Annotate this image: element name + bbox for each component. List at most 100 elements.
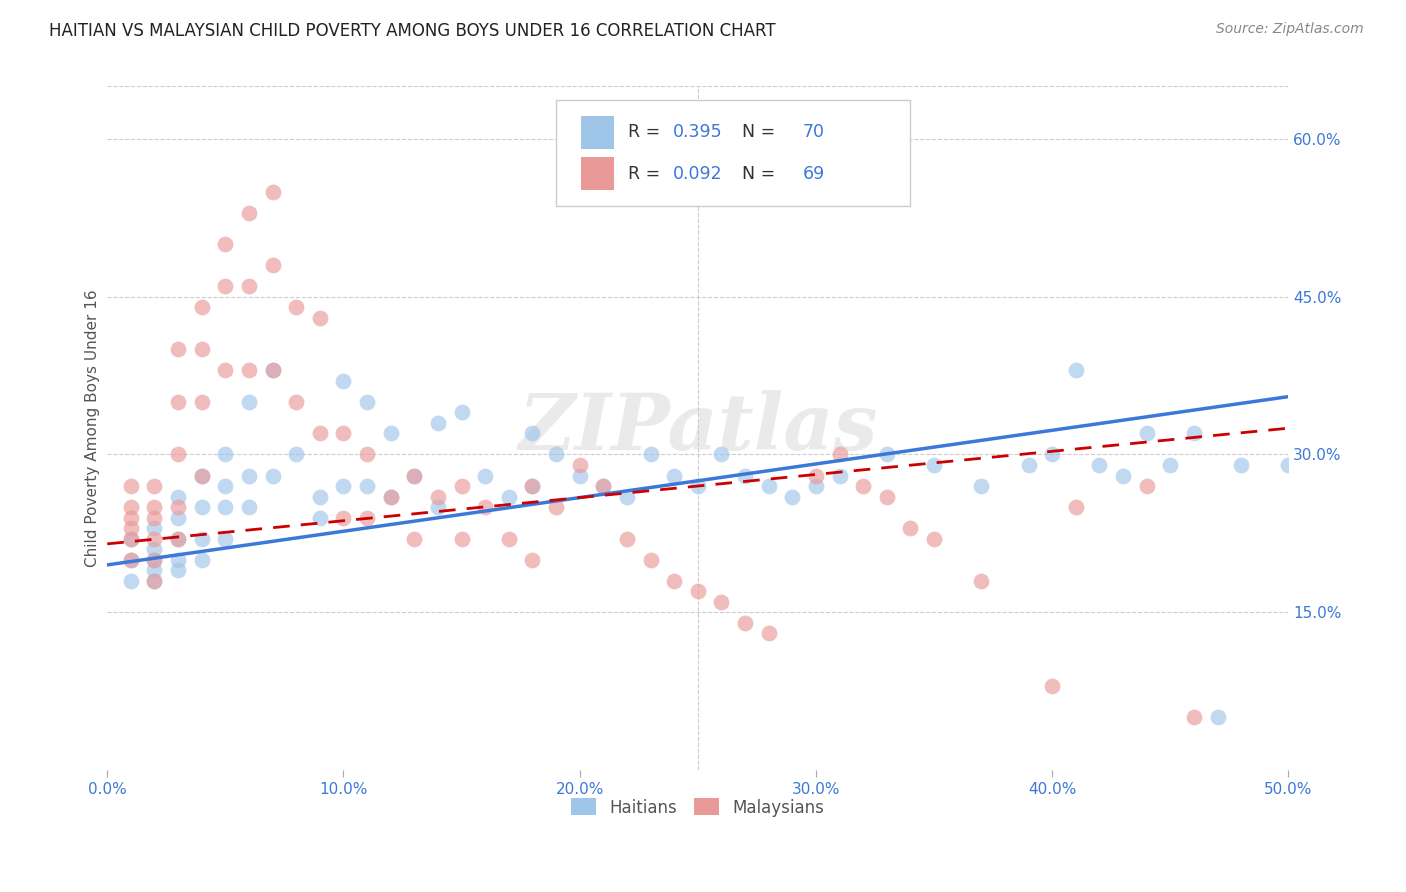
Point <box>190 395 212 409</box>
Point <box>380 426 402 441</box>
Text: 70: 70 <box>803 123 825 141</box>
Point <box>852 479 875 493</box>
Point <box>522 552 544 566</box>
Point <box>427 416 450 430</box>
Point <box>238 363 260 377</box>
Point <box>120 479 142 493</box>
Point <box>450 532 472 546</box>
Point <box>900 521 922 535</box>
Point <box>1182 710 1205 724</box>
Bar <box>581 116 614 149</box>
Point <box>734 468 756 483</box>
Point <box>1040 679 1063 693</box>
Point <box>970 574 993 588</box>
Point <box>758 479 780 493</box>
Point <box>332 510 354 524</box>
Point <box>190 552 212 566</box>
Point <box>143 500 166 514</box>
Point <box>356 479 378 493</box>
Point <box>804 479 827 493</box>
Point <box>214 447 236 461</box>
Point <box>686 584 709 599</box>
Point <box>262 185 284 199</box>
Point <box>474 500 496 514</box>
Point <box>640 447 662 461</box>
Point <box>498 490 520 504</box>
Point <box>356 510 378 524</box>
Point <box>190 468 212 483</box>
Point <box>922 458 945 472</box>
Point <box>238 468 260 483</box>
Point <box>1159 458 1181 472</box>
Point <box>710 447 733 461</box>
Point <box>380 490 402 504</box>
Point <box>782 490 804 504</box>
Point <box>592 479 614 493</box>
Point <box>427 500 450 514</box>
Point <box>120 532 142 546</box>
Point <box>474 468 496 483</box>
Point <box>190 532 212 546</box>
Point <box>568 468 591 483</box>
Point <box>167 395 190 409</box>
Point <box>640 552 662 566</box>
Point <box>143 542 166 557</box>
Point <box>1230 458 1253 472</box>
Point <box>238 395 260 409</box>
Point <box>120 521 142 535</box>
Point <box>262 258 284 272</box>
Point <box>758 626 780 640</box>
Point <box>190 343 212 357</box>
Point <box>262 363 284 377</box>
Point <box>664 468 686 483</box>
Point <box>120 552 142 566</box>
Point <box>190 468 212 483</box>
Text: R =: R = <box>628 123 666 141</box>
Point <box>546 500 568 514</box>
Point <box>238 500 260 514</box>
Point <box>1088 458 1111 472</box>
Point <box>710 595 733 609</box>
Point <box>922 532 945 546</box>
Point <box>522 479 544 493</box>
Point <box>167 563 190 577</box>
Point <box>167 532 190 546</box>
Point <box>167 343 190 357</box>
Point <box>214 479 236 493</box>
Point <box>427 490 450 504</box>
Point <box>1112 468 1135 483</box>
Point <box>285 300 308 314</box>
Y-axis label: Child Poverty Among Boys Under 16: Child Poverty Among Boys Under 16 <box>86 289 100 567</box>
Point <box>356 395 378 409</box>
Point <box>238 205 260 219</box>
Point <box>970 479 993 493</box>
Point <box>167 510 190 524</box>
Point <box>214 532 236 546</box>
Text: 0.395: 0.395 <box>673 123 723 141</box>
Text: 0.092: 0.092 <box>673 165 723 183</box>
Point <box>450 405 472 419</box>
Bar <box>581 158 614 190</box>
Point <box>404 468 426 483</box>
Point <box>143 532 166 546</box>
Point <box>120 532 142 546</box>
Point <box>285 447 308 461</box>
Point <box>356 447 378 461</box>
Point <box>167 532 190 546</box>
Point <box>143 521 166 535</box>
Point <box>450 479 472 493</box>
Point <box>1064 363 1087 377</box>
Point <box>214 279 236 293</box>
Point <box>876 447 898 461</box>
Point <box>568 458 591 472</box>
Point <box>308 426 330 441</box>
Point <box>616 490 638 504</box>
Text: HAITIAN VS MALAYSIAN CHILD POVERTY AMONG BOYS UNDER 16 CORRELATION CHART: HAITIAN VS MALAYSIAN CHILD POVERTY AMONG… <box>49 22 776 40</box>
Point <box>404 468 426 483</box>
Point <box>404 532 426 546</box>
Point <box>167 552 190 566</box>
Text: 69: 69 <box>803 165 825 183</box>
Point <box>214 237 236 252</box>
Point <box>522 479 544 493</box>
Point <box>143 510 166 524</box>
